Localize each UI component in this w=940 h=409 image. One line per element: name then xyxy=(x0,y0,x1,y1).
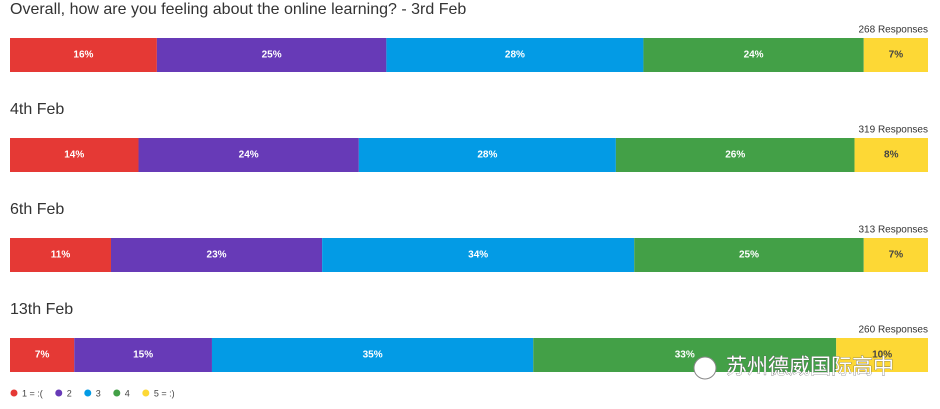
bar-segment xyxy=(533,338,837,372)
legend-label: 5 = :) xyxy=(154,388,175,398)
bar-segment xyxy=(74,338,212,372)
row-title: Overall, how are you feeling about the o… xyxy=(10,1,466,18)
bar-segment xyxy=(854,138,928,172)
legend-swatch xyxy=(84,389,92,397)
bar-segment xyxy=(110,238,323,272)
bar-segment xyxy=(211,338,534,372)
data-label: 8% xyxy=(884,150,899,161)
bar-segment xyxy=(836,338,928,372)
bar-segment xyxy=(138,138,359,172)
bar-segment xyxy=(863,238,928,272)
data-label: 7% xyxy=(35,350,50,361)
data-label: 28% xyxy=(505,50,525,61)
response-count: 268 Responses xyxy=(859,25,929,36)
legend-swatch xyxy=(10,389,18,397)
row-title: 13th Feb xyxy=(10,301,73,318)
legend-swatch xyxy=(55,389,63,397)
response-count: 260 Responses xyxy=(859,325,929,336)
data-label: 25% xyxy=(262,50,282,61)
legend-label: 1 = :( xyxy=(22,388,43,398)
data-label: 24% xyxy=(744,50,764,61)
row-title: 6th Feb xyxy=(10,201,64,218)
watermark-icon xyxy=(693,356,717,380)
data-label: 7% xyxy=(889,250,904,261)
bar-segment xyxy=(386,38,644,72)
bar-segment xyxy=(863,38,928,72)
data-label: 35% xyxy=(363,350,383,361)
response-count: 319 Responses xyxy=(859,125,929,136)
data-label: 33% xyxy=(675,350,695,361)
legend-swatch xyxy=(113,389,121,397)
legend-label: 4 xyxy=(125,388,130,398)
data-label: 15% xyxy=(133,350,153,361)
data-label: 28% xyxy=(477,150,497,161)
bar-segment xyxy=(634,238,864,272)
data-label: 24% xyxy=(239,150,259,161)
watermark-text: 苏州德威国际高中 xyxy=(726,356,894,379)
data-label: 10% xyxy=(872,350,892,361)
legend-swatch xyxy=(142,389,150,397)
response-count: 313 Responses xyxy=(859,225,929,236)
bar-segment xyxy=(10,38,157,72)
data-label: 23% xyxy=(207,250,227,261)
data-label: 16% xyxy=(73,50,93,61)
watermark: 苏州德威国际高中 xyxy=(693,355,894,380)
bar-segment xyxy=(643,38,864,72)
legend-label: 3 xyxy=(96,388,101,398)
bar-segment xyxy=(358,138,616,172)
bar-segment xyxy=(156,38,387,72)
data-label: 34% xyxy=(468,250,488,261)
bar-segment xyxy=(10,138,139,172)
data-label: 7% xyxy=(889,50,904,61)
bar-segment xyxy=(322,238,635,272)
data-label: 26% xyxy=(725,150,745,161)
data-label: 11% xyxy=(51,250,71,261)
legend-label: 2 xyxy=(67,388,72,398)
row-title: 4th Feb xyxy=(10,101,64,118)
bar-segment xyxy=(10,338,75,372)
data-label: 25% xyxy=(739,250,759,261)
bar-segment xyxy=(10,238,111,272)
data-label: 14% xyxy=(64,150,84,161)
bar-segment xyxy=(615,138,855,172)
